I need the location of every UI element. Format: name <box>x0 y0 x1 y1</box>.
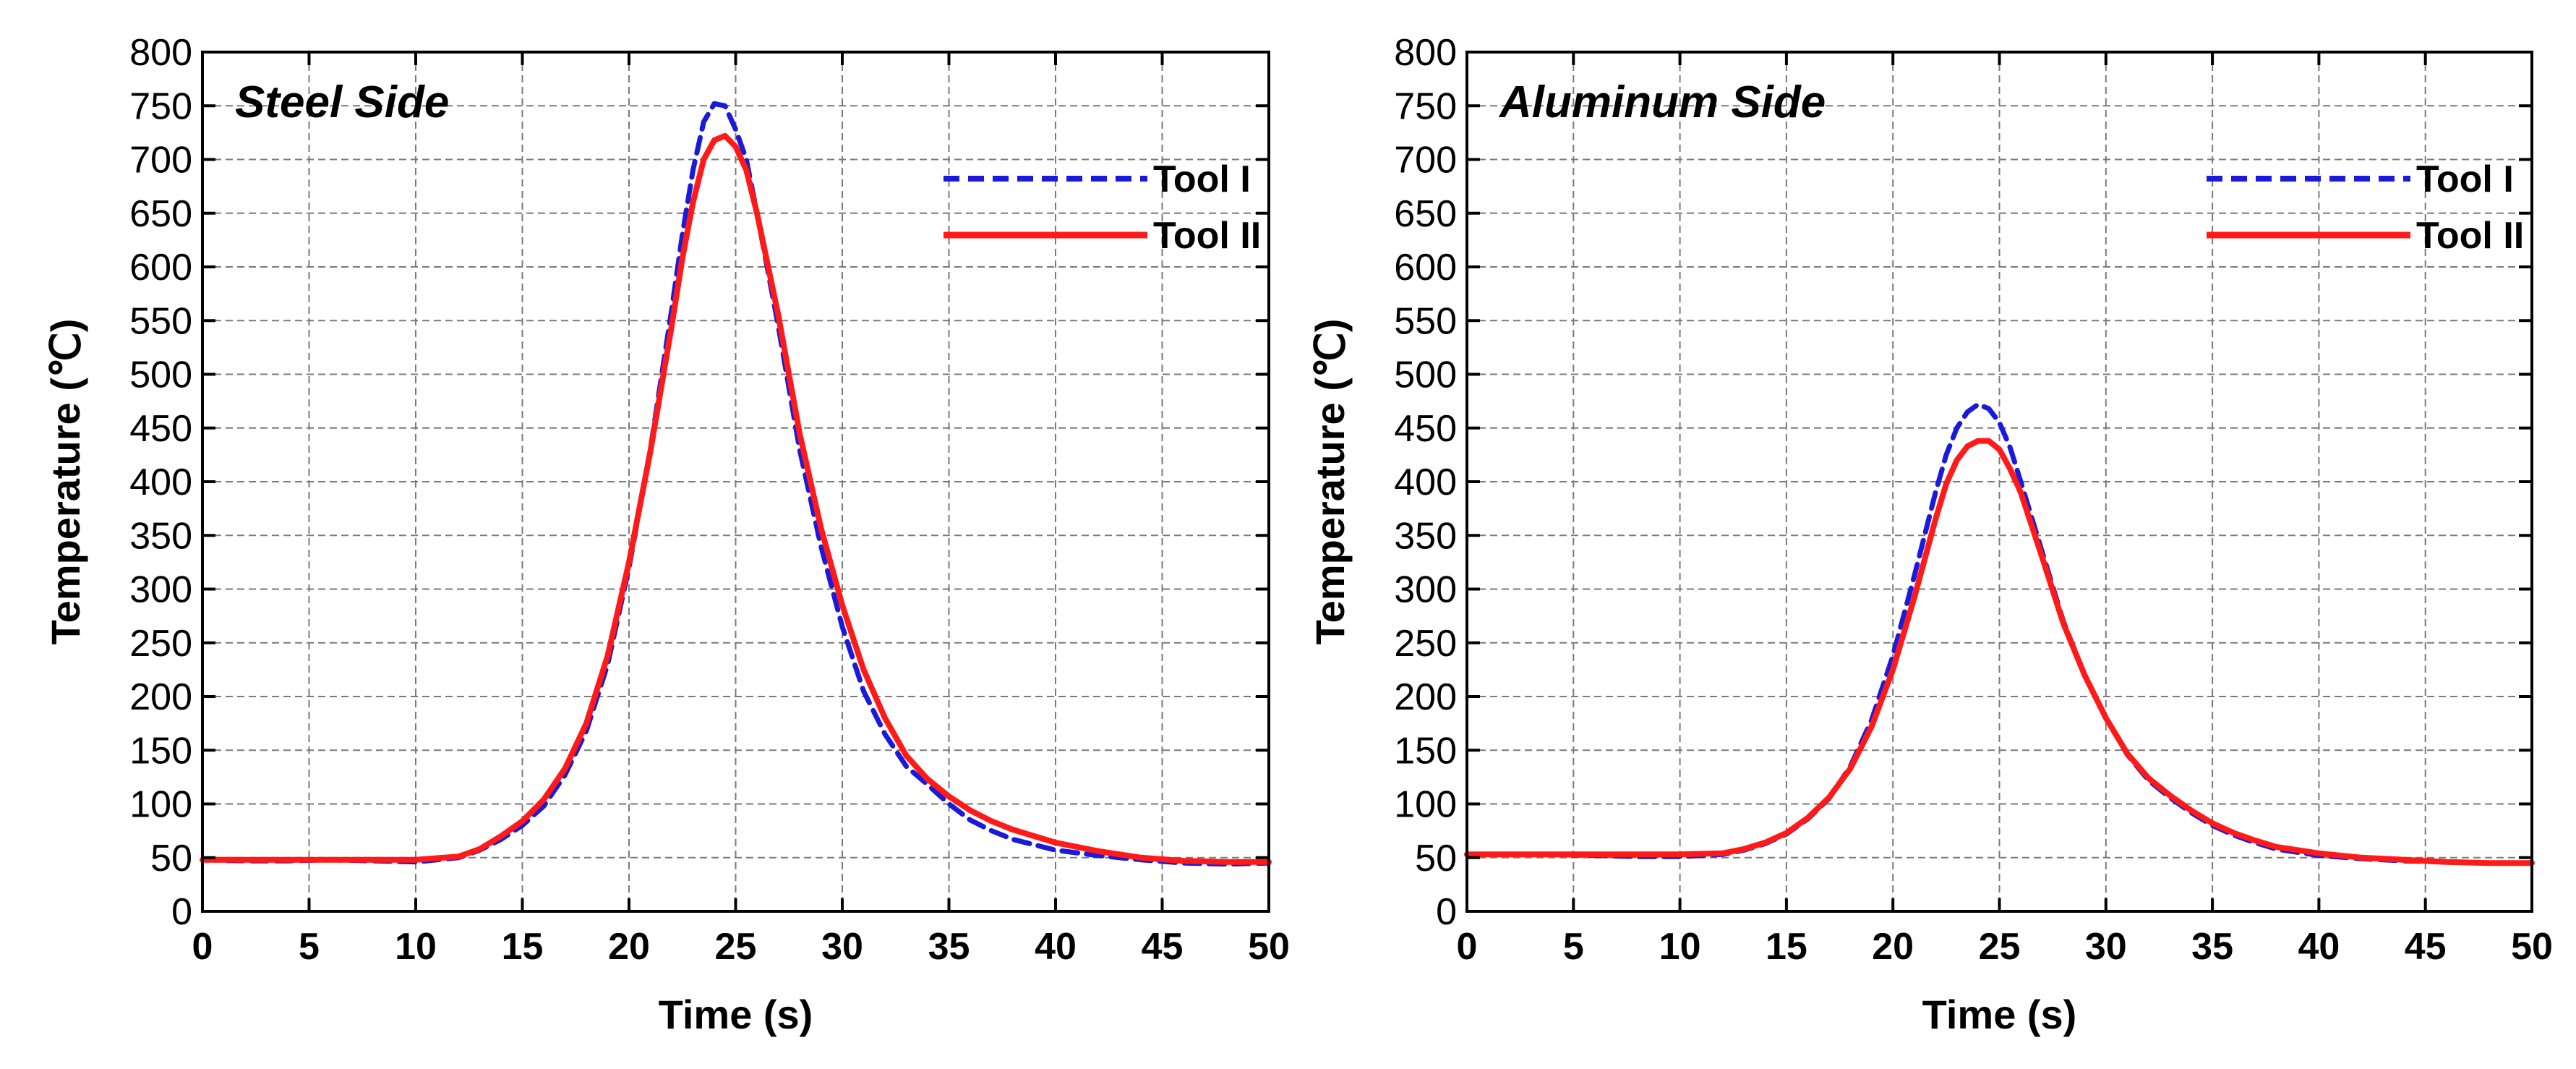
y-tick-label: 0 <box>1436 891 1457 933</box>
series-group <box>200 101 1272 867</box>
x-axis-label: Time (s) <box>659 992 813 1037</box>
x-tick-label: 20 <box>608 926 650 968</box>
legend-label-tool-ii: Tool II <box>2416 215 2524 257</box>
gridlines <box>1467 52 2532 911</box>
x-tick-label: 35 <box>2191 926 2233 968</box>
x-tick-label: 45 <box>2405 926 2447 968</box>
y-tick-label: 250 <box>129 623 192 665</box>
x-axis-ticks: 0 5 10 15 20 25 30 35 40 45 50 <box>192 52 1290 968</box>
legend-label-tool-ii: Tool II <box>1153 215 1261 257</box>
y-tick-label: 400 <box>129 461 192 503</box>
series-group <box>1464 401 2535 866</box>
x-tick-label: 5 <box>1563 926 1584 968</box>
y-tick-label: 200 <box>129 676 192 718</box>
y-tick-label: 450 <box>1394 408 1457 450</box>
steel-side-chart: 0 5 10 15 20 25 30 35 40 45 5005010015020025030035… <box>43 32 1290 1037</box>
legend: Tool I Tool II <box>943 158 1261 257</box>
x-tick-label: 25 <box>1979 926 2021 968</box>
legend: Tool I Tool II <box>2207 158 2524 257</box>
x-tick-label: 40 <box>1035 926 1077 968</box>
x-tick-label: 0 <box>192 926 213 968</box>
y-tick-label: 650 <box>129 193 192 235</box>
y-tick-label: 450 <box>129 408 192 450</box>
y-tick-label: 100 <box>1394 784 1457 826</box>
steel-side-chart-panel: 0 5 10 15 20 25 30 35 40 45 50 0 50 100 150 200 250 300 35… <box>43 32 1290 1037</box>
x-tick-label: 30 <box>2085 926 2127 968</box>
y-tick-label: 750 <box>1394 85 1457 127</box>
x-tick-label: 25 <box>715 926 757 968</box>
y-tick-label: 500 <box>129 354 192 396</box>
x-tick-label: 45 <box>1142 926 1184 968</box>
y-tick-label: 350 <box>129 515 192 557</box>
y-axis-ticks: 0 50 100 150 200 250 300 350 400 450 500 550 600 650 7… <box>129 32 1269 933</box>
aluminum-side-chart: 0 5 10 15 20 25 30 35 40 45 5005010015020025030035… <box>1307 32 2553 1037</box>
y-tick-label: 150 <box>129 730 192 772</box>
gridlines <box>202 52 1269 911</box>
x-tick-label: 35 <box>928 926 970 968</box>
y-tick-label: 100 <box>129 784 192 826</box>
y-tick-label: 600 <box>1394 247 1457 289</box>
x-tick-label: 40 <box>2298 926 2340 968</box>
x-axis-label: Time (s) <box>1922 992 2077 1037</box>
y-tick-label: 300 <box>1394 569 1457 611</box>
legend-label-tool-i: Tool I <box>1153 158 1251 200</box>
y-tick-label: 300 <box>129 569 192 611</box>
x-tick-label: 0 <box>1457 926 1478 968</box>
y-tick-label: 200 <box>1394 676 1457 718</box>
legend-label-tool-i: Tool I <box>2416 158 2514 200</box>
y-tick-label: 500 <box>1394 354 1457 396</box>
x-tick-label: 10 <box>395 926 437 968</box>
y-tick-label: 250 <box>1394 623 1457 665</box>
x-tick-label: 5 <box>299 926 320 968</box>
x-tick-label: 50 <box>1248 926 1290 968</box>
y-tick-label: 750 <box>129 85 192 127</box>
y-tick-label: 700 <box>1394 140 1457 182</box>
y-tick-label: 600 <box>129 247 192 289</box>
y-tick-label: 150 <box>1394 730 1457 772</box>
chart-title: Aluminum Side <box>1498 77 1826 127</box>
x-tick-label: 15 <box>1766 926 1807 968</box>
y-tick-label: 350 <box>1394 515 1457 557</box>
x-tick-label: 15 <box>502 926 544 968</box>
y-tick-label: 0 <box>171 891 192 933</box>
y-tick-label: 800 <box>1394 32 1457 74</box>
x-tick-label: 20 <box>1872 926 1914 968</box>
y-tick-label: 400 <box>1394 461 1457 503</box>
y-tick-label: 50 <box>1415 838 1457 880</box>
y-tick-label: 550 <box>1394 300 1457 342</box>
series-line-tool-ii <box>200 132 1272 865</box>
x-tick-label: 10 <box>1659 926 1701 968</box>
series-line-tool-ii <box>1464 438 2535 866</box>
y-tick-label: 550 <box>129 300 192 342</box>
y-axis-label: Temperature (℃) <box>1307 319 1353 645</box>
y-tick-label: 50 <box>150 838 192 880</box>
chart-title: Steel Side <box>235 77 449 127</box>
y-axis-label: Temperature (℃) <box>43 319 88 645</box>
x-tick-label: 50 <box>2511 926 2553 968</box>
y-axis-ticks: 0 50 100 150 200 250 300 350 400 450 500 550 600 650 7… <box>1394 32 2532 933</box>
y-tick-label: 800 <box>129 32 192 74</box>
y-tick-label: 700 <box>129 140 192 182</box>
x-axis-ticks: 0 5 10 15 20 25 30 35 40 45 50 <box>1457 52 2553 968</box>
x-tick-label: 30 <box>821 926 863 968</box>
aluminum-side-chart-panel: 0 5 10 15 20 25 30 35 40 45 50 0 50 100 150 200 250 300 35… <box>1288 0 2576 1069</box>
y-tick-label: 650 <box>1394 193 1457 235</box>
